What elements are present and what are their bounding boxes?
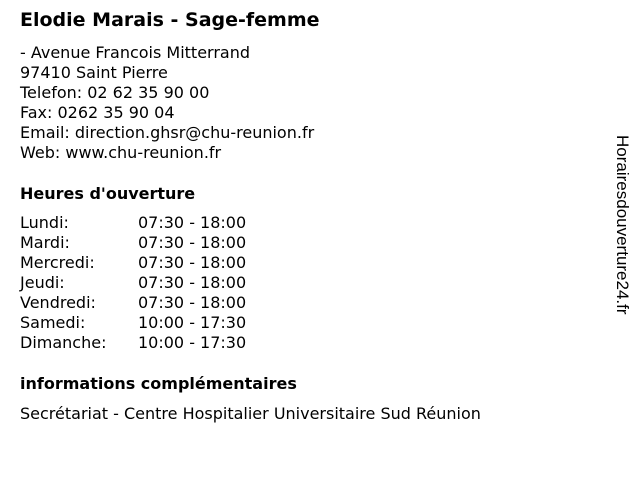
info-text: Secrétariat - Centre Hospitalier Univers… [20, 404, 481, 423]
day: Dimanche: [20, 333, 107, 352]
time: 10:00 - 17:30 [138, 313, 247, 332]
city: 97410 Saint Pierre [20, 63, 168, 82]
time: 10:00 - 17:30 [138, 333, 247, 352]
time: 07:30 - 18:00 [138, 233, 247, 252]
time: 07:30 - 18:00 [138, 253, 247, 272]
day: Mercredi: [20, 253, 95, 272]
day: Samedi: [20, 313, 86, 332]
fax: Fax: 0262 35 90 04 [20, 103, 175, 122]
hours-heading: Heures d'ouverture [20, 184, 196, 203]
day: Vendredi: [20, 293, 96, 312]
street: - Avenue Francois Mitterrand [20, 43, 251, 62]
hours-row: Lundi: 07:30 - 18:00 [20, 213, 246, 233]
address-block: - Avenue Francois Mitterrand 97410 Saint… [20, 43, 314, 163]
day: Jeudi: [20, 273, 65, 292]
phone: Telefon: 02 62 35 90 00 [20, 83, 210, 102]
website: Web: www.chu-reunion.fr [20, 143, 222, 162]
page-title: Elodie Marais - Sage-femme [20, 9, 320, 31]
day: Lundi: [20, 213, 69, 232]
hours-row: Mardi: 07:30 - 18:00 [20, 233, 246, 253]
email: Email: direction.ghsr@chu-reunion.fr [20, 123, 315, 142]
time: 07:30 - 18:00 [138, 273, 247, 292]
watermark: Horairesdouverture24.fr [613, 135, 632, 315]
hours-row: Dimanche: 10:00 - 17:30 [20, 333, 246, 353]
time: 07:30 - 18:00 [138, 213, 247, 232]
hours-row: Samedi: 10:00 - 17:30 [20, 313, 246, 333]
day: Mardi: [20, 233, 70, 252]
info-heading: informations complémentaires [20, 374, 297, 393]
hours-row: Jeudi: 07:30 - 18:00 [20, 273, 246, 293]
hours-row: Vendredi: 07:30 - 18:00 [20, 293, 246, 313]
hours-row: Mercredi: 07:30 - 18:00 [20, 253, 246, 273]
time: 07:30 - 18:00 [138, 293, 247, 312]
